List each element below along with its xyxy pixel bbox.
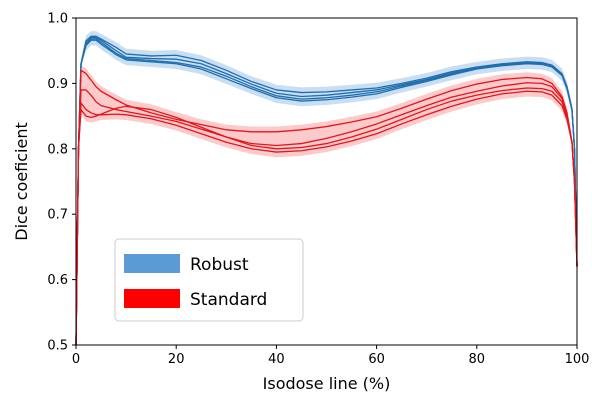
series-lines [75,35,578,346]
y-tick-label: 0.8 [47,142,68,157]
legend-label-robust: Robust [190,255,249,275]
x-tick-label: 80 [469,352,486,367]
x-axis-label: Isodose line (%) [263,374,391,393]
x-tick-label: 40 [268,352,285,367]
y-tick-label: 0.7 [47,208,68,223]
y-tick-label: 0.5 [47,339,68,354]
x-tick-label: 20 [168,352,185,367]
y-tick-label: 0.9 [47,77,68,92]
y-axis-ticks: 0.5 0.6 0.7 0.8 0.9 1.0 [47,12,76,354]
band-standard [76,65,577,345]
series-line-standard-1 [75,69,578,346]
x-axis-ticks: 0 20 40 60 80 100 [72,345,590,367]
y-tick-label: 1.0 [47,12,68,27]
legend: Robust Standard [114,238,304,322]
series-line-standard-3 [75,87,578,346]
x-tick-label: 100 [565,352,590,367]
plot-frame [75,17,578,346]
series-line-standard-2 [75,82,578,346]
legend-swatch-robust [124,254,180,273]
legend-label-standard: Standard [190,290,267,310]
legend-swatch-standard [124,289,180,308]
series-line-standard-4 [75,90,578,346]
series-line-robust-4 [75,39,578,346]
y-tick-label: 0.6 [47,273,68,288]
x-tick-label: 60 [368,352,385,367]
y-axis-label: Dice coeficient [12,122,31,241]
x-tick-label: 0 [72,352,80,367]
